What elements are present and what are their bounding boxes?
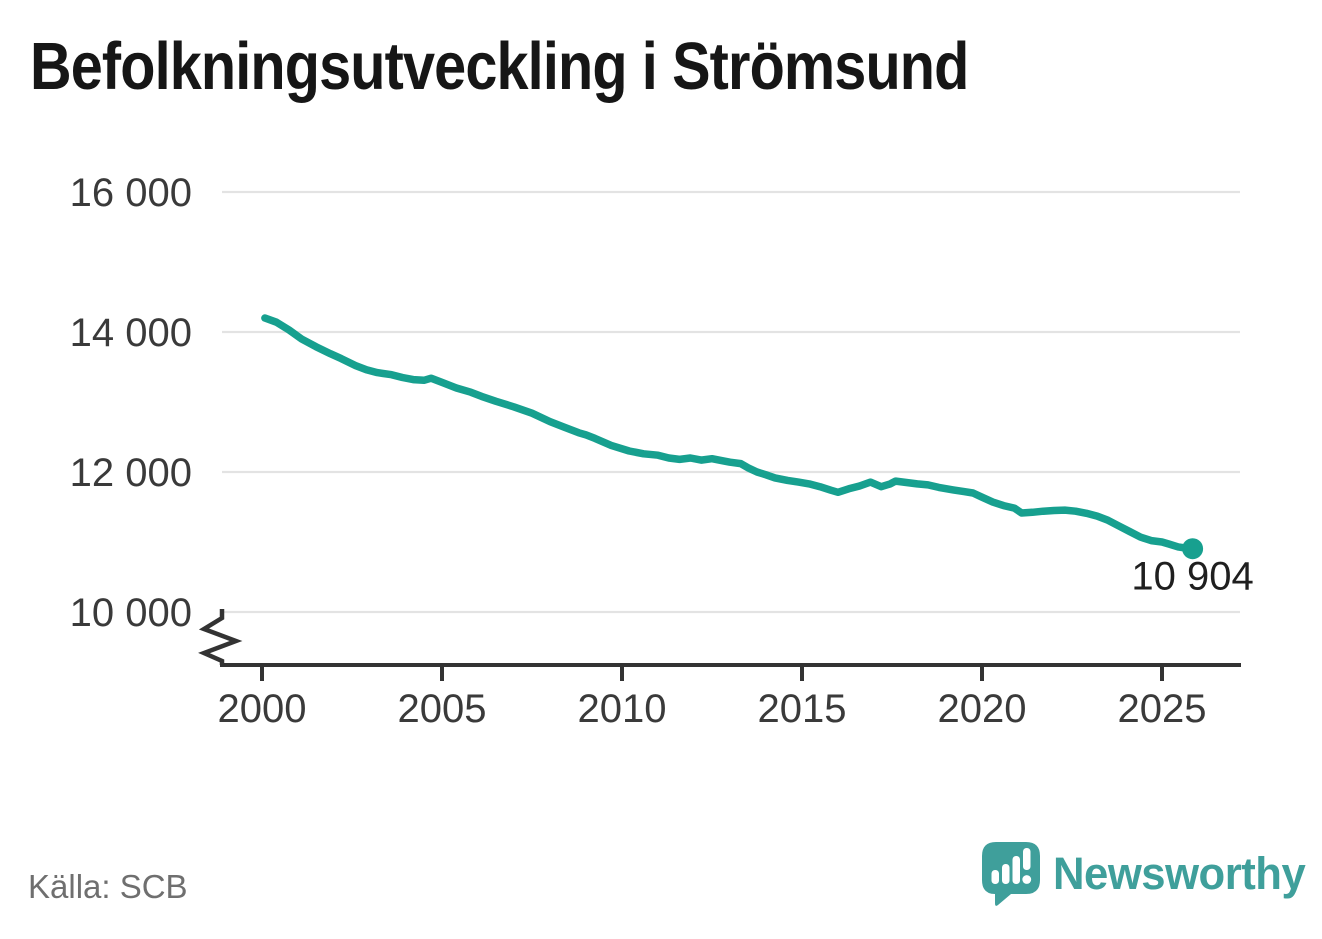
x-axis-tick-label: 2005 bbox=[398, 687, 487, 731]
newsworthy-logo: Newsworthy bbox=[981, 841, 1313, 907]
end-point-dot bbox=[1182, 538, 1204, 560]
y-axis-break-icon bbox=[198, 609, 243, 665]
y-axis-tick-label: 12 000 bbox=[70, 451, 192, 495]
population-line-chart: 10 000 12 000 14 000 16 000 2000 2005 2010 2015… bbox=[70, 171, 1254, 731]
page-title: Befolkningsutveckling i Strömsund bbox=[30, 29, 969, 104]
y-axis-tick-label: 10 000 bbox=[70, 591, 192, 635]
x-axis-tick-label: 2015 bbox=[758, 687, 847, 731]
source-label: Källa: SCB bbox=[28, 868, 188, 905]
x-axis-tick-label: 2010 bbox=[578, 687, 667, 731]
y-axis-tick-label: 14 000 bbox=[70, 311, 192, 355]
newsworthy-logo-text: Newsworthy bbox=[1053, 848, 1306, 899]
newsworthy-bubble-chart-icon bbox=[982, 842, 1040, 906]
x-axis-tick-label: 2020 bbox=[938, 687, 1027, 731]
y-axis-tick-label: 16 000 bbox=[70, 171, 192, 215]
end-point-value-label: 10 904 bbox=[1131, 555, 1253, 599]
x-axis-tick-label: 2025 bbox=[1118, 687, 1207, 731]
population-line bbox=[261, 314, 1197, 553]
x-axis-tick-label: 2000 bbox=[218, 687, 307, 731]
